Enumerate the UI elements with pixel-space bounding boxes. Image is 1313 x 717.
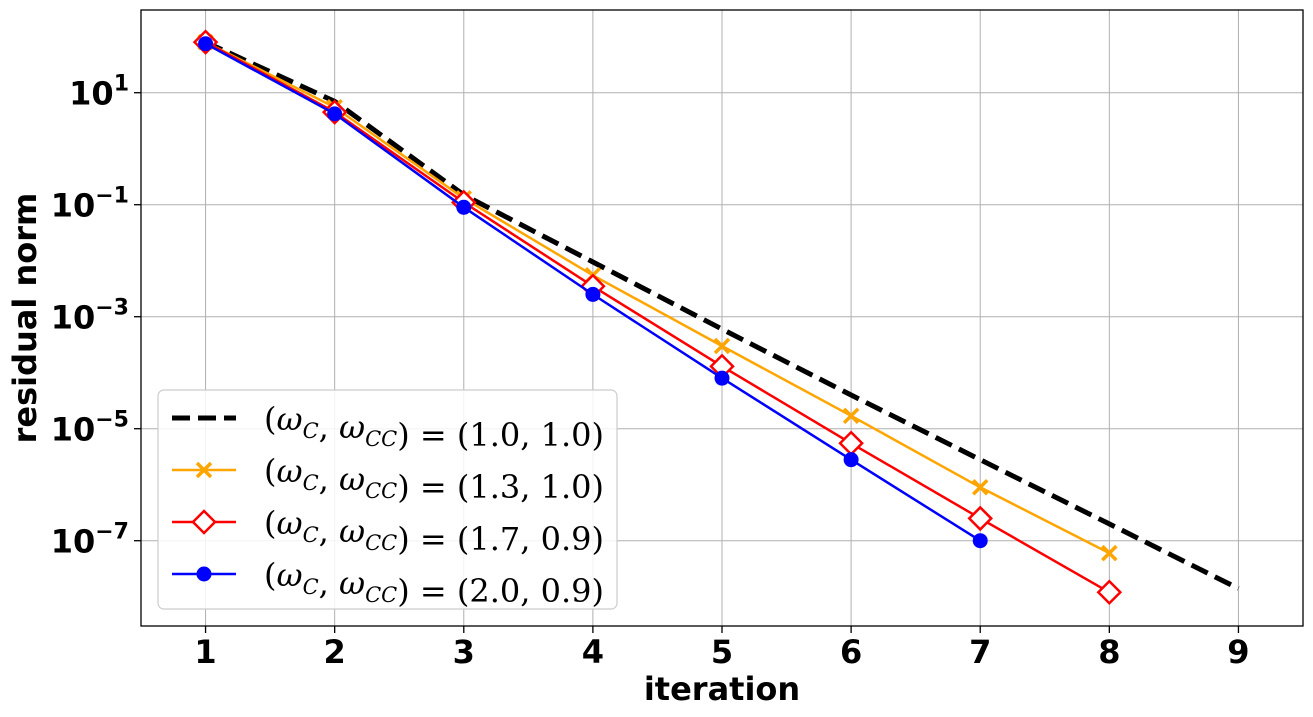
circle-marker bbox=[196, 566, 212, 582]
circle-marker bbox=[585, 286, 601, 302]
circle-marker bbox=[714, 370, 730, 386]
legend: (ωC, ωCC) = (1.0, 1.0)(ωC, ωCC) = (1.3, … bbox=[157, 389, 618, 610]
series-1 bbox=[204, 39, 1240, 591]
legend-entry: (ωC, ωCC) = (1.0, 1.0) bbox=[172, 400, 604, 454]
legend-label: (ωC, ωCC) = (1.7, 0.9) bbox=[264, 504, 604, 558]
legend-label: (ωC, ωCC) = (1.0, 1.0) bbox=[264, 400, 604, 454]
x-tick-label: 7 bbox=[969, 633, 991, 671]
series-4 bbox=[198, 36, 988, 549]
grid bbox=[141, 10, 1303, 626]
y-axis: 101 10−1 10−3 10−5 10−7 bbox=[51, 72, 141, 561]
legend-entry: (ωC, ωCC) = (1.3, 1.0) bbox=[172, 452, 604, 506]
circle-marker bbox=[327, 106, 343, 122]
x-marker bbox=[842, 407, 860, 425]
x-marker bbox=[971, 479, 989, 496]
x-axis: 1 2 3 4 5 6 7 8 9 bbox=[194, 626, 1250, 671]
x-tick-label: 8 bbox=[1098, 633, 1120, 671]
x-tick-label: 3 bbox=[453, 633, 475, 671]
y-tick-label: 10−1 bbox=[51, 184, 129, 225]
diamond-marker bbox=[838, 430, 864, 457]
legend-label: (ωC, ωCC) = (2.0, 0.9) bbox=[264, 556, 604, 610]
x-marker bbox=[195, 461, 213, 479]
circle-marker bbox=[843, 452, 859, 468]
legend-label: (ωC, ωCC) = (1.3, 1.0) bbox=[264, 452, 604, 506]
x-tick-label: 1 bbox=[194, 633, 216, 671]
series-line bbox=[205, 40, 1110, 555]
legend-box bbox=[157, 389, 618, 610]
y-tick-label: 10−5 bbox=[51, 408, 129, 449]
x-tick-label: 4 bbox=[582, 633, 604, 671]
x-tick-label: 2 bbox=[324, 633, 346, 671]
x-marker bbox=[713, 337, 731, 355]
x-marker bbox=[1101, 544, 1118, 562]
y-tick-label: 101 bbox=[69, 72, 129, 113]
series-line bbox=[204, 39, 1240, 591]
circle-marker bbox=[456, 199, 472, 215]
circle-marker bbox=[972, 533, 988, 549]
x-tick-label: 5 bbox=[711, 633, 733, 671]
diamond-marker bbox=[1096, 579, 1123, 606]
y-tick-label: 10−7 bbox=[51, 520, 129, 561]
y-tick-label: 10−3 bbox=[51, 296, 129, 337]
diamond-marker bbox=[191, 509, 217, 535]
x-tick-label: 6 bbox=[840, 633, 862, 671]
diamond-marker bbox=[967, 505, 993, 532]
y-axis-label: residual norm bbox=[6, 193, 44, 444]
circle-marker bbox=[198, 36, 214, 52]
x-axis-label: iteration bbox=[644, 670, 800, 708]
series-group bbox=[192, 29, 1240, 606]
legend-entry: (ωC, ωCC) = (1.7, 0.9) bbox=[172, 504, 604, 558]
x-tick-label: 9 bbox=[1227, 633, 1249, 671]
legend-entry: (ωC, ωCC) = (2.0, 0.9) bbox=[172, 556, 604, 610]
series-line bbox=[205, 41, 1110, 594]
